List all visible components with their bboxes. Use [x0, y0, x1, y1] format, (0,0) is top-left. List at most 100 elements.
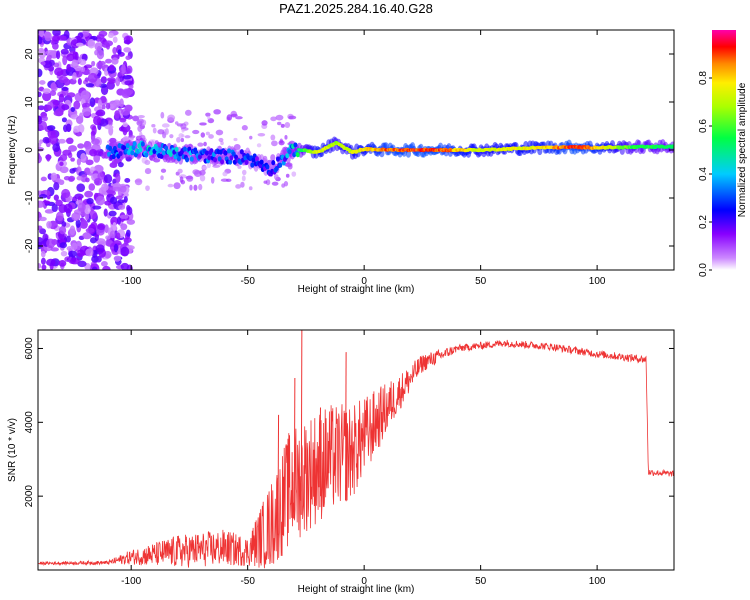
noise-blob: [115, 232, 121, 240]
noise-blob: [115, 173, 121, 184]
noise-blob: [102, 265, 111, 270]
ridge-core: [244, 159, 249, 165]
ridge-core: [239, 149, 244, 155]
noise-blob: [82, 232, 92, 240]
noise-blob: [46, 125, 56, 131]
noise-blob: [55, 178, 62, 183]
snr-frame: [37, 329, 675, 571]
noise-blob: [137, 118, 144, 125]
ridge-core: [132, 141, 137, 147]
noise-blob: [213, 109, 221, 115]
noise-blob: [85, 227, 95, 233]
noise-blob: [85, 83, 95, 88]
noise-blob: [208, 134, 214, 139]
noise-blob: [186, 175, 194, 182]
noise-blob: [126, 205, 131, 212]
spectrogram-ylabel: Frequency (Hz): [7, 116, 18, 185]
noise-blob: [58, 260, 67, 267]
noise-blob: [160, 111, 165, 119]
noise-blob: [97, 223, 106, 231]
noise-blob: [199, 122, 207, 126]
noise-blob: [184, 109, 192, 116]
noise-blob: [42, 91, 52, 102]
noise-blob: [123, 238, 129, 245]
noise-blob: [93, 178, 103, 186]
noise-blob: [120, 246, 130, 257]
noise-blob: [48, 134, 59, 145]
noise-blob: [75, 219, 81, 228]
noise-blob: [66, 53, 75, 62]
x-tick-label: -50: [240, 576, 255, 587]
colorbar-label: Normalized spectral amplitude: [737, 82, 748, 217]
noise-blob: [44, 209, 55, 214]
noise-blob: [91, 255, 99, 263]
noise-blob: [101, 104, 106, 110]
noise-blob: [116, 216, 122, 225]
noise-blob: [235, 184, 242, 189]
x-tick-label: -100: [121, 576, 141, 587]
noise-blob: [108, 210, 117, 217]
noise-blob: [95, 244, 105, 253]
noise-blob: [197, 142, 204, 147]
noise-blob: [65, 197, 71, 203]
noise-blob: [157, 129, 165, 135]
ridge-core: [176, 156, 181, 162]
snr-xlabel: Height of straight line (km): [298, 584, 415, 595]
noise-blob: [71, 242, 78, 251]
snr-series-line: [38, 339, 674, 569]
noise-blob: [189, 184, 193, 191]
noise-blob: [52, 35, 61, 42]
noise-blob: [103, 174, 113, 184]
noise-blob: [270, 154, 276, 162]
noise-blob: [233, 137, 238, 142]
noise-blob: [192, 129, 200, 135]
noise-blob: [100, 95, 107, 104]
noise-blob: [84, 140, 90, 147]
noise-blob: [233, 143, 241, 151]
noise-blob: [38, 36, 43, 45]
noise-blob: [38, 216, 47, 222]
noise-blob: [66, 64, 71, 72]
noise-blob: [179, 176, 184, 183]
ridge-core: [189, 156, 194, 162]
noise-blob: [52, 30, 61, 37]
noise-blob: [123, 88, 134, 95]
y-tick-label: 10: [24, 96, 35, 108]
noise-blob: [53, 110, 64, 117]
noise-blob: [100, 76, 107, 84]
noise-blob: [49, 90, 57, 97]
noise-blob: [122, 122, 128, 128]
noise-blob: [263, 180, 268, 184]
noise-blob: [119, 98, 124, 108]
noise-blob: [241, 175, 246, 182]
noise-blob: [80, 90, 90, 100]
noise-blob: [291, 171, 297, 177]
noise-blob: [39, 80, 46, 85]
noise-blob: [87, 39, 96, 49]
noise-blob: [111, 57, 119, 65]
x-tick-label: 0: [361, 576, 367, 587]
noise-blob: [93, 153, 101, 163]
y-tick-label: 20: [24, 48, 35, 60]
colorbar-ticks: 0.0 0.2 0.4 0.6 0.8: [698, 71, 712, 277]
noise-blob: [109, 230, 116, 239]
noise-blob: [91, 60, 96, 67]
x-tick-label: 0: [361, 276, 367, 287]
noise-blob: [285, 162, 293, 168]
noise-blob: [81, 218, 87, 226]
noise-blob: [75, 42, 84, 47]
noise-blob: [118, 204, 126, 210]
ridge-core: [111, 153, 116, 160]
noise-blob: [123, 47, 132, 53]
noise-blob: [91, 266, 98, 270]
y-tick-label: 4000: [24, 411, 35, 434]
noise-blob: [67, 92, 76, 98]
ridge-core: [278, 162, 283, 168]
noise-blob: [93, 115, 102, 126]
noise-blob: [105, 42, 111, 50]
noise-blob: [205, 112, 211, 117]
x-tick-label: 50: [475, 276, 487, 287]
noise-blob: [248, 186, 253, 191]
noise-blob: [95, 195, 105, 206]
